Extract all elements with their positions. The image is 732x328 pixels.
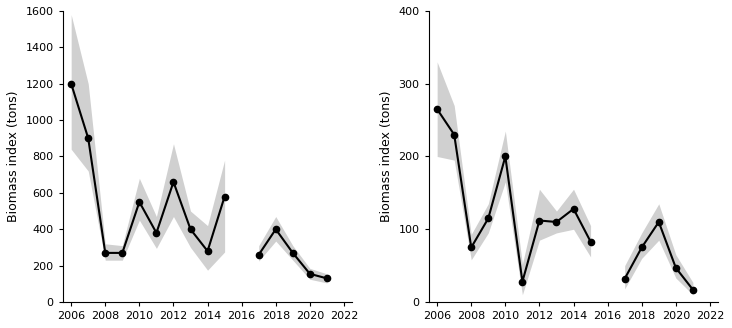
Y-axis label: Biomass index (tons): Biomass index (tons) [380, 91, 393, 222]
Y-axis label: Biomass index (tons): Biomass index (tons) [7, 91, 20, 222]
